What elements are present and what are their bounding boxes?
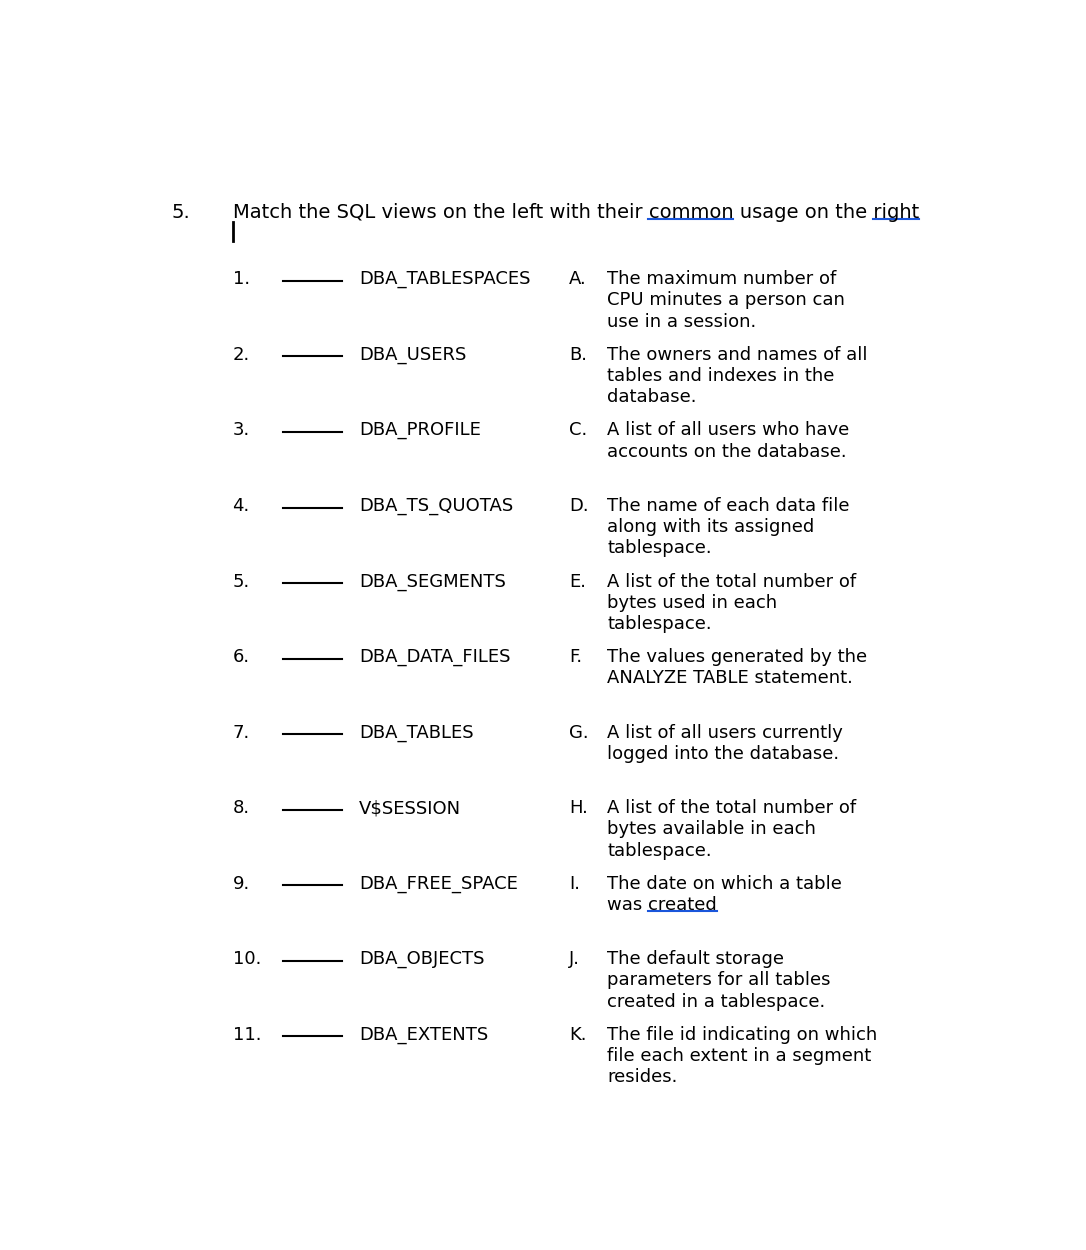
Text: 11.: 11. bbox=[232, 1026, 261, 1044]
Text: 4.: 4. bbox=[232, 498, 250, 515]
Text: Match the SQL views on the left with their common usage on the right: Match the SQL views on the left with the… bbox=[232, 202, 919, 222]
Text: G.: G. bbox=[569, 724, 589, 741]
Text: DBA_DATA_FILES: DBA_DATA_FILES bbox=[358, 648, 510, 666]
Text: along with its assigned: along with its assigned bbox=[607, 519, 814, 536]
Text: 10.: 10. bbox=[232, 950, 261, 969]
Text: 6.: 6. bbox=[232, 648, 250, 666]
Text: CPU minutes a person can: CPU minutes a person can bbox=[607, 291, 845, 310]
Text: 8.: 8. bbox=[232, 799, 250, 818]
Text: E.: E. bbox=[569, 572, 586, 590]
Text: DBA_SEGMENTS: DBA_SEGMENTS bbox=[358, 572, 506, 590]
Text: tablespace.: tablespace. bbox=[607, 841, 711, 860]
Text: 5.: 5. bbox=[172, 202, 190, 222]
Text: accounts on the database.: accounts on the database. bbox=[607, 442, 847, 460]
Text: DBA_EXTENTS: DBA_EXTENTS bbox=[358, 1026, 488, 1044]
Text: ANALYZE TABLE statement.: ANALYZE TABLE statement. bbox=[607, 669, 853, 688]
Text: tables and indexes in the: tables and indexes in the bbox=[607, 368, 834, 385]
Text: A list of the total number of: A list of the total number of bbox=[607, 572, 856, 590]
Text: tablespace.: tablespace. bbox=[607, 615, 711, 632]
Text: The owners and names of all: The owners and names of all bbox=[607, 346, 868, 364]
Text: 1.: 1. bbox=[232, 270, 250, 289]
Text: resides.: resides. bbox=[607, 1069, 678, 1086]
Text: A list of all users currently: A list of all users currently bbox=[607, 724, 843, 741]
Text: J.: J. bbox=[569, 950, 580, 969]
Text: DBA_TS_QUOTAS: DBA_TS_QUOTAS bbox=[358, 498, 513, 515]
Text: 3.: 3. bbox=[232, 421, 250, 440]
Text: D.: D. bbox=[569, 498, 589, 515]
Text: I.: I. bbox=[569, 875, 580, 892]
Text: DBA_TABLES: DBA_TABLES bbox=[358, 724, 473, 741]
Text: The file id indicating on which: The file id indicating on which bbox=[607, 1026, 877, 1044]
Text: tablespace.: tablespace. bbox=[607, 539, 711, 558]
Text: DBA_FREE_SPACE: DBA_FREE_SPACE bbox=[358, 875, 518, 892]
Text: 9.: 9. bbox=[232, 875, 250, 892]
Text: The name of each data file: The name of each data file bbox=[607, 498, 849, 515]
Text: C.: C. bbox=[569, 421, 588, 440]
Text: 7.: 7. bbox=[232, 724, 250, 741]
Text: DBA_TABLESPACES: DBA_TABLESPACES bbox=[358, 270, 530, 289]
Text: file each extent in a segment: file each extent in a segment bbox=[607, 1048, 871, 1065]
Text: The values generated by the: The values generated by the bbox=[607, 648, 868, 666]
Text: The date on which a table: The date on which a table bbox=[607, 875, 842, 892]
Text: was created: was created bbox=[607, 896, 717, 914]
Text: created in a tablespace.: created in a tablespace. bbox=[607, 992, 825, 1011]
Text: K.: K. bbox=[569, 1026, 586, 1044]
Text: parameters for all tables: parameters for all tables bbox=[607, 971, 831, 990]
Text: V$SESSION: V$SESSION bbox=[358, 799, 460, 818]
Text: 2.: 2. bbox=[232, 346, 250, 364]
Text: The maximum number of: The maximum number of bbox=[607, 270, 836, 289]
Text: The default storage: The default storage bbox=[607, 950, 784, 969]
Text: database.: database. bbox=[607, 389, 696, 406]
Text: DBA_USERS: DBA_USERS bbox=[358, 346, 466, 364]
Text: logged into the database.: logged into the database. bbox=[607, 745, 839, 762]
Text: bytes available in each: bytes available in each bbox=[607, 820, 816, 839]
Text: use in a session.: use in a session. bbox=[607, 312, 756, 331]
Text: A.: A. bbox=[569, 270, 586, 289]
Text: bytes used in each: bytes used in each bbox=[607, 594, 778, 611]
Text: 5.: 5. bbox=[232, 572, 250, 590]
Text: A list of the total number of: A list of the total number of bbox=[607, 799, 856, 818]
Text: DBA_PROFILE: DBA_PROFILE bbox=[358, 421, 481, 440]
Text: F.: F. bbox=[569, 648, 582, 666]
Text: A list of all users who have: A list of all users who have bbox=[607, 421, 849, 440]
Text: B.: B. bbox=[569, 346, 588, 364]
Text: H.: H. bbox=[569, 799, 589, 818]
Text: DBA_OBJECTS: DBA_OBJECTS bbox=[358, 950, 484, 969]
